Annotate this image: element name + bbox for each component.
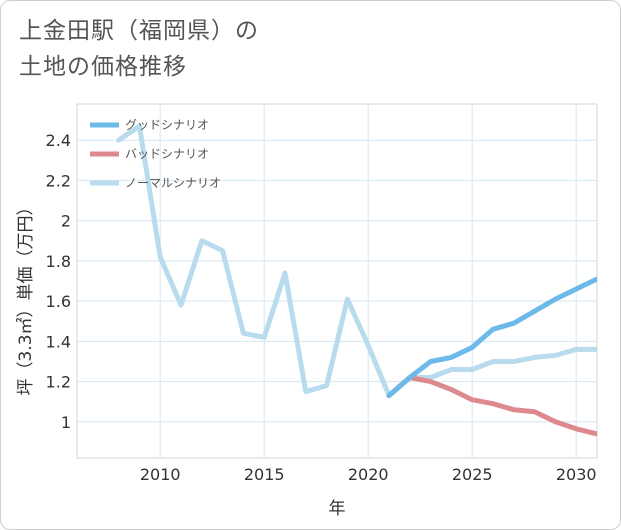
series-line-1 bbox=[386, 375, 597, 437]
chart-title-line-1: 上金田駅（福岡県）の bbox=[19, 18, 259, 44]
x-tick-label: 2015 bbox=[244, 465, 285, 484]
x-tick-label: 2020 bbox=[348, 465, 389, 484]
x-tick-label: 2010 bbox=[140, 465, 181, 484]
y-tick-label: 1.8 bbox=[46, 252, 71, 271]
y-tick-label: 1.6 bbox=[46, 292, 71, 311]
x-axis-label: 年 bbox=[329, 499, 346, 519]
x-tick-label: 2025 bbox=[452, 465, 493, 484]
tick-labels: 1 1.2 1.4 1.6 1.8 2 2.2 2.4 2010 2015 2020 2025 2030 bbox=[46, 131, 597, 484]
series-layer bbox=[116, 123, 597, 437]
y-tick-label: 2.2 bbox=[46, 171, 71, 190]
series-line-0 bbox=[386, 276, 597, 399]
series-line-2 bbox=[116, 123, 597, 399]
y-tick-label: 2.4 bbox=[46, 131, 71, 150]
chart-title: 上金田駅（福岡県）の 土地の価格推移 bbox=[19, 13, 259, 85]
x-tick-label: 2030 bbox=[556, 465, 597, 484]
y-tick-label: 1.2 bbox=[46, 373, 71, 392]
y-tick-label: 2 bbox=[61, 212, 71, 231]
y-axis-label: 坪（3.3㎡）単価（万円） bbox=[16, 198, 36, 395]
legend-label-2: ノーマルシナリオ bbox=[125, 176, 221, 190]
y-tick-label: 1 bbox=[61, 413, 71, 432]
legend-label-1: バッドシナリオ bbox=[125, 147, 209, 161]
legend-label-0: グッドシナリオ bbox=[125, 118, 209, 132]
chart-title-line-2: 土地の価格推移 bbox=[19, 54, 187, 80]
y-tick-label: 1.4 bbox=[46, 332, 71, 351]
